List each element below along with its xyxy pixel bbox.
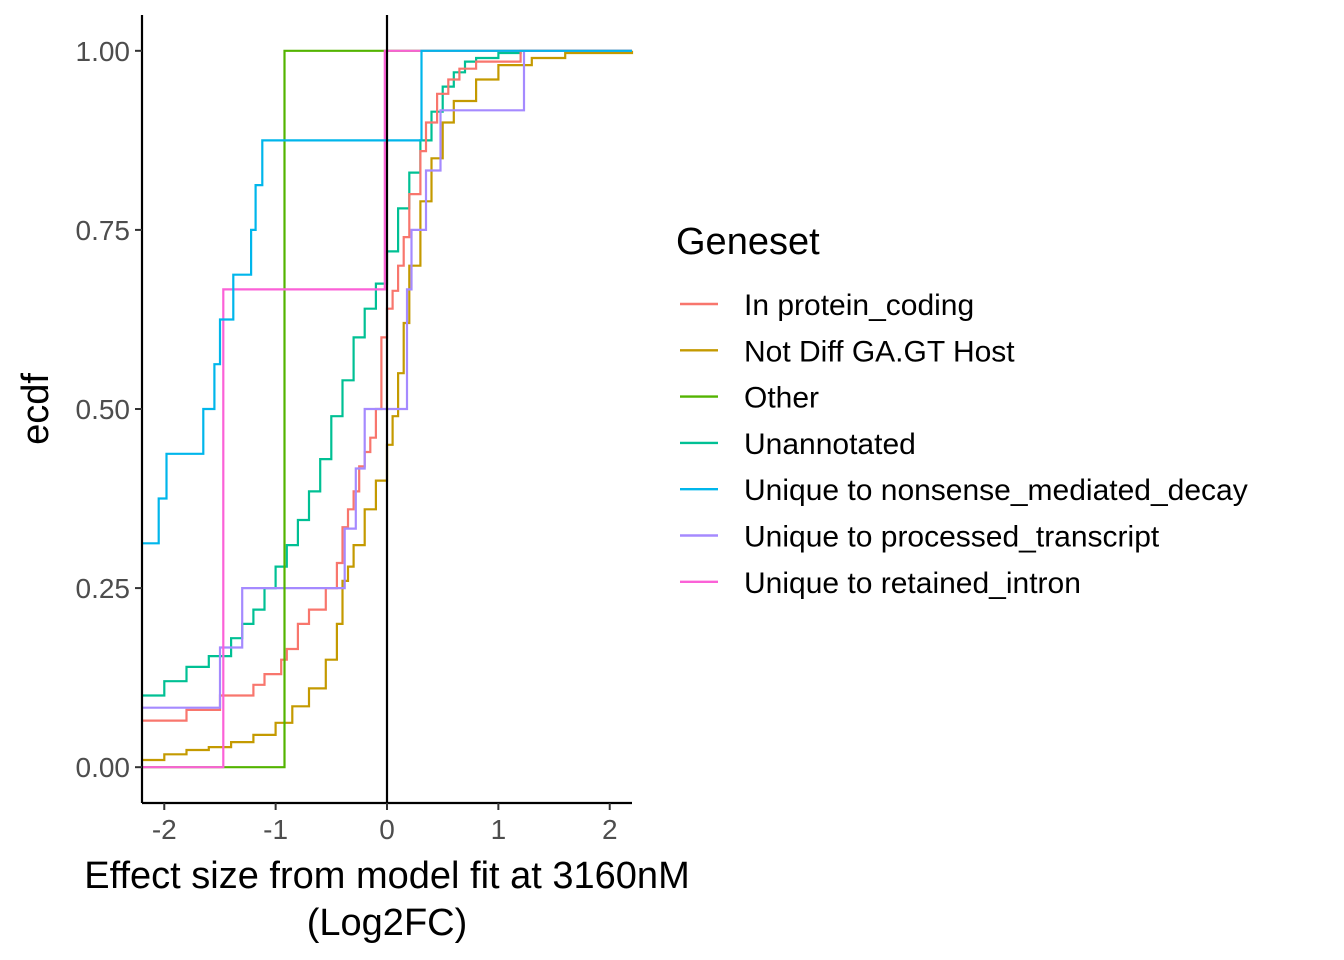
y-tick-label: 0.25 xyxy=(76,573,131,604)
legend-item: In protein_coding xyxy=(680,289,974,322)
ecdf-line-5 xyxy=(142,49,632,709)
legend-label: Unannotated xyxy=(744,428,916,461)
x-tick-label: 0 xyxy=(379,814,395,845)
y-tick-label: 1.00 xyxy=(76,36,131,67)
legend-item: Unique to retained_intron xyxy=(680,567,1081,600)
y-tick-label: 0.75 xyxy=(76,215,131,246)
plot-lines xyxy=(142,49,634,769)
legend-item: Unique to nonsense_mediated_decay xyxy=(680,474,1248,507)
x-tick-label: -2 xyxy=(152,814,177,845)
x-axis-title-line-1: Effect size from model fit at 3160nM xyxy=(84,855,689,897)
x-tick-label: -1 xyxy=(263,814,288,845)
legend-label: Not Diff GA.GT Host xyxy=(744,335,1015,368)
x-tick-label: 2 xyxy=(602,814,618,845)
legend-item: Other xyxy=(680,382,819,415)
legend-item: Not Diff GA.GT Host xyxy=(680,335,1015,368)
x-axis-title-line-2: (Log2FC) xyxy=(307,902,468,944)
ecdf-line-1 xyxy=(142,50,634,762)
legend-item: Unique to processed_transcript xyxy=(680,521,1160,554)
legend-label: Unique to processed_transcript xyxy=(744,521,1160,554)
x-tick-label: 1 xyxy=(491,814,507,845)
legend-label: Unique to retained_intron xyxy=(744,567,1081,600)
ecdf-line-0 xyxy=(142,49,632,722)
ecdf-line-4 xyxy=(142,49,632,545)
legend-label: Unique to nonsense_mediated_decay xyxy=(744,474,1248,507)
legend: Geneset In protein_coding Not Diff GA.GT … xyxy=(676,221,1248,600)
y-axis-title: ecdf xyxy=(15,373,57,445)
legend-item: Unannotated xyxy=(680,428,916,461)
legend-label: In protein_coding xyxy=(744,289,974,322)
legend-label: Other xyxy=(744,382,819,415)
x-axis-ticks: -2 -1 0 1 2 xyxy=(152,803,618,845)
legend-items: In protein_coding Not Diff GA.GT Host Othe… xyxy=(680,289,1248,600)
y-tick-label: 0.00 xyxy=(76,752,131,783)
legend-title: Geneset xyxy=(676,221,820,263)
y-axis-ticks: 0.00 0.25 0.50 0.75 1.00 xyxy=(76,36,142,783)
y-tick-label: 0.50 xyxy=(76,394,131,425)
